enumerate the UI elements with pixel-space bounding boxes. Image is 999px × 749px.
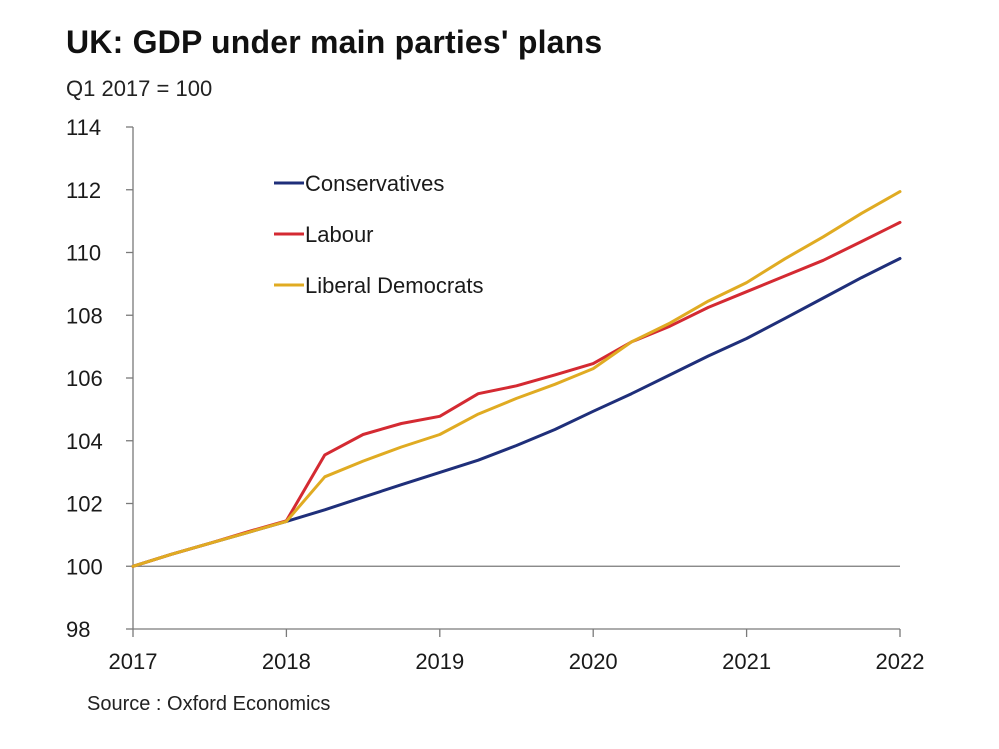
y-tick-label: 102 xyxy=(66,492,103,517)
y-tick-label: 98 xyxy=(66,617,90,642)
chart-title: UK: GDP under main parties' plans xyxy=(66,24,603,60)
y-tick-label: 106 xyxy=(66,366,103,391)
legend-label-liberal-democrats: Liberal Democrats xyxy=(305,273,484,298)
y-tick-label: 100 xyxy=(66,554,103,579)
x-tick-label: 2022 xyxy=(876,649,925,674)
series-line-liberal-democrats xyxy=(131,190,902,568)
chart-subtitle: Q1 2017 = 100 xyxy=(66,76,213,101)
series-line-labour xyxy=(131,220,902,568)
y-tick-label: 104 xyxy=(66,429,103,454)
x-tick-label: 2017 xyxy=(109,649,158,674)
x-tick-label: 2019 xyxy=(415,649,464,674)
x-tick-label: 2018 xyxy=(262,649,311,674)
y-tick-label: 112 xyxy=(66,178,101,203)
legend-label-conservatives: Conservatives xyxy=(305,171,444,196)
y-tick-label: 108 xyxy=(66,303,103,328)
chart-source: Source : Oxford Economics xyxy=(87,693,331,715)
legend-label-labour: Labour xyxy=(305,222,374,247)
y-tick-label: 110 xyxy=(66,241,101,266)
series-line-conservatives xyxy=(131,257,902,568)
y-tick-label: 114 xyxy=(66,115,101,140)
x-tick-label: 2021 xyxy=(722,649,771,674)
x-tick-label: 2020 xyxy=(569,649,618,674)
